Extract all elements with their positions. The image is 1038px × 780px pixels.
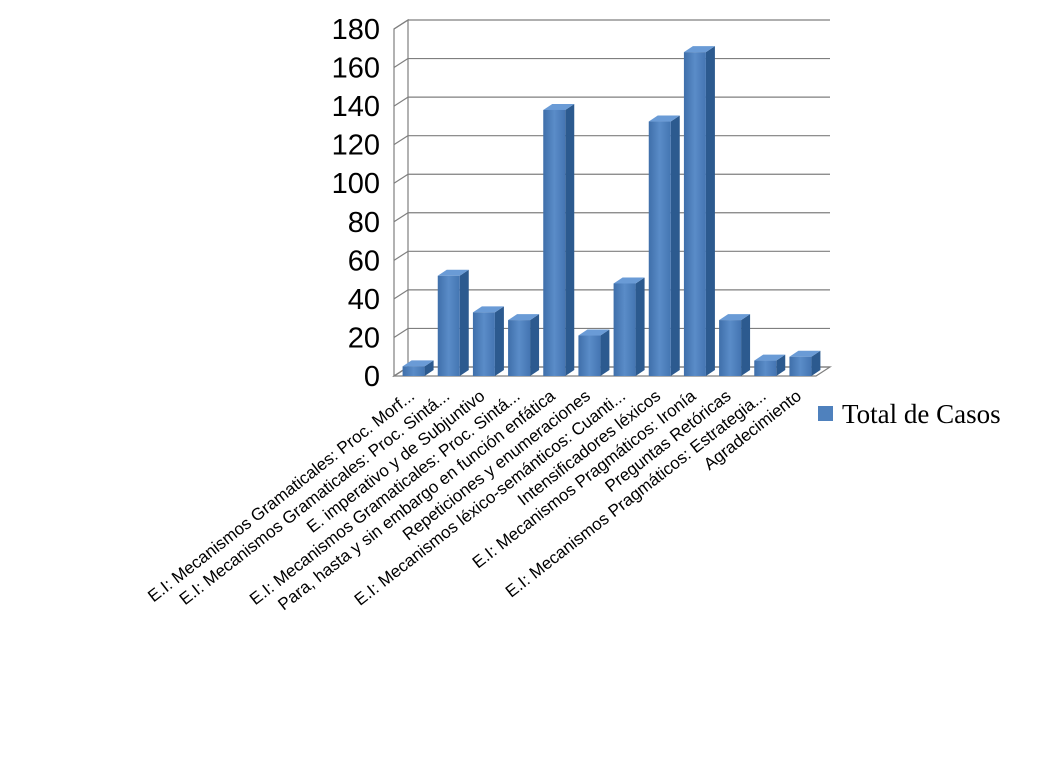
bar-front [543,109,566,376]
y-tick-label: 60 [348,245,380,277]
bar-front [437,275,460,376]
y-tick-label: 0 [364,361,380,393]
y-tick-label: 120 [332,130,380,162]
bar-side [600,329,610,376]
bar-side [705,46,715,377]
bar [719,314,751,376]
gridline-side [393,173,409,184]
bar-side [494,306,504,376]
y-tick-label: 180 [332,14,380,46]
y-tick-label: 40 [348,284,380,316]
bar-top [578,329,610,336]
bar-side [459,269,469,376]
bar-top [402,360,434,367]
legend: Total de Casos [818,399,1001,429]
bar-side [811,350,821,376]
bar [683,46,715,377]
bars [402,46,821,377]
gridline-side [393,250,409,261]
gridline-side [393,135,409,146]
side-wall [393,18,409,378]
bar [648,115,680,377]
x-axis-tick-labels: E.I: Mecanismos Gramaticales: Proc. Morf… [144,386,805,614]
legend-swatch [818,406,833,421]
bar-front [754,360,777,376]
bar-top [789,350,821,357]
bar-front [508,320,531,376]
y-tick-label: 100 [332,168,380,200]
y-tick-label: 140 [332,91,380,123]
bar [472,306,504,376]
y-tick-label: 160 [332,53,380,85]
bar-top [613,277,645,284]
bar-front [402,366,425,376]
bar-side [565,103,575,376]
y-tick-label: 20 [348,322,380,354]
bar-front [683,52,706,377]
bar-front [648,121,671,377]
bar [578,329,610,376]
gridline-side [393,58,409,69]
bar-top [719,314,751,321]
bar [789,350,821,376]
gridline-side [393,96,409,107]
gridline-side [393,19,409,30]
bar [508,314,540,376]
bar [402,360,434,376]
bar-side [776,354,786,376]
gridline-side [393,327,409,338]
bar-front [472,312,495,376]
bar-side [635,277,645,376]
bar [613,277,645,376]
bar-side [530,314,540,376]
y-tick-label: 80 [348,207,380,239]
bar [754,354,786,376]
gridline-side [393,212,409,223]
bar [437,269,469,376]
bar-top [683,46,715,53]
y-axis-tick-labels: 0 20 40 60 80 100 120 140 160 180 [332,14,380,393]
gridline-side [393,289,409,300]
bar-front [578,335,601,376]
bar-top [472,306,504,313]
bar-side [670,115,680,377]
bar [543,103,575,376]
bar-front [789,356,812,376]
bar-top [437,269,469,276]
bar-top [754,354,786,361]
bar-front [719,320,742,376]
bar-side [741,314,751,376]
legend-label: Total de Casos [842,399,1001,429]
bar-top [648,115,680,122]
bar-top [543,103,575,110]
bar-top [508,314,540,321]
bar-front [613,283,636,376]
bar-side [424,360,434,376]
